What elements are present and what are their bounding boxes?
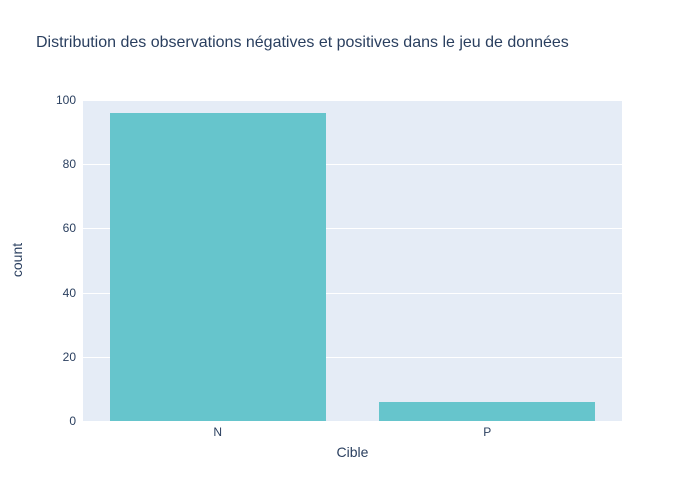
chart-title: Distribution des observations négatives … <box>36 34 569 51</box>
y-gridline <box>83 292 622 294</box>
x-tick-label: P <box>483 425 492 439</box>
y-tick-label: 80 <box>62 157 76 172</box>
plot-area <box>83 100 622 421</box>
bar-N[interactable] <box>109 112 326 421</box>
y-gridline <box>83 356 622 358</box>
y-gridline <box>83 228 622 230</box>
bar-P[interactable] <box>379 401 596 421</box>
y-axis: 0 20 40 60 80 100 <box>0 93 76 428</box>
x-tick-label: N <box>213 425 223 439</box>
y-tick-label: 60 <box>62 221 76 236</box>
y-tick-label: 0 <box>69 414 76 428</box>
y-gridline <box>83 164 622 166</box>
x-axis-title: Cible <box>336 444 369 460</box>
y-tick-label: 100 <box>55 93 76 107</box>
y-gridline <box>83 100 622 101</box>
y-tick-label: 20 <box>62 349 76 364</box>
y-tick-label: 40 <box>62 285 76 300</box>
